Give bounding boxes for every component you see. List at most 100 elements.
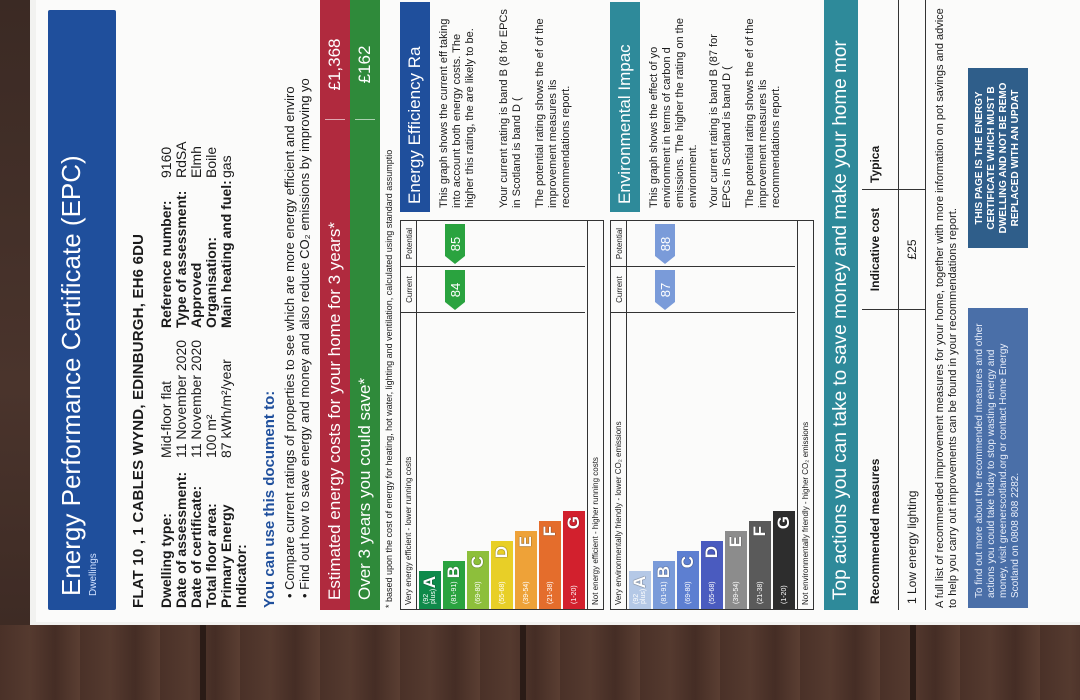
band-bar: (69-80) C	[677, 551, 699, 609]
detail-label: Primary Energy Indicator:	[218, 504, 249, 609]
info-paragraph: The potential rating shows the ef of the…	[534, 18, 572, 208]
document-title: Energy Performance Certificate (EPC)	[56, 155, 86, 596]
table-seam	[520, 625, 526, 700]
property-details: Dwelling type: Date of assessment: Date …	[158, 0, 249, 609]
band-letter: E	[726, 536, 745, 548]
document-subtitle: Dwellings	[88, 553, 99, 596]
band-range: (81-91)	[660, 581, 668, 604]
band-bar: (69-80) C	[467, 551, 489, 609]
savings-label: Over 3 years you could save*	[355, 377, 374, 600]
potential-rating-pointer: 88	[655, 224, 675, 264]
detail-label: Date of certificate:	[188, 485, 204, 608]
band-range: (55-68)	[708, 581, 716, 604]
band-bar: (81-91) B	[653, 561, 675, 609]
band-bar: (1-20) G	[773, 511, 795, 609]
info-paragraph: Your current rating is band B (8 for EPC…	[498, 9, 523, 208]
property-address: FLAT 10 , 1 CABLES WYND, EDINBURGH, EH6 …	[130, 233, 147, 608]
costs-footnote: * based upon the cost of energy for heat…	[384, 149, 394, 608]
details-values-2: 9160 RdSA Elmh Boile gas	[159, 118, 249, 178]
title-bar: Energy Performance Certificate (EPC) Dwe…	[48, 10, 116, 610]
potential-rating-pointer: 85	[445, 224, 465, 264]
band-letter: D	[702, 546, 721, 559]
col-potential: Potential	[401, 221, 416, 267]
efficiency-rating-chart: Very energy efficient - lower running co…	[400, 220, 604, 610]
band-range: (69-80)	[474, 581, 482, 604]
chart-header: Very energy efficient - lower running co…	[401, 221, 417, 609]
band-letter: B	[654, 566, 673, 579]
chart-header: Very environmentally friendly - lower CO…	[611, 221, 627, 609]
band-range: (69-80)	[684, 581, 692, 604]
col-current: Current	[401, 267, 416, 313]
info-paragraph: The potential rating shows the ef of the…	[744, 18, 782, 208]
detail-label: Date of assessment:	[173, 471, 189, 608]
current-rating-pointer: 84	[445, 270, 465, 310]
energy-cost-label: Estimated energy costs for your home for…	[325, 222, 344, 600]
efficiency-section: Very energy efficient - lower running co…	[400, 0, 604, 610]
potential-column	[627, 221, 795, 267]
saving-cell	[899, 0, 925, 190]
efficiency-info: Energy Efficiency Ra This graph shows th…	[400, 2, 604, 212]
chart-bottom-label: Not energy efficient - higher running co…	[587, 221, 603, 609]
band-bar: (39-54) E	[515, 531, 537, 609]
band-range: (21-38)	[546, 581, 554, 604]
current-rating-pointer: 87	[655, 270, 675, 310]
detail-label: Reference number:	[158, 200, 174, 328]
detail-value: Elmh	[188, 146, 204, 178]
detail-label: Main heating and fuel:	[218, 180, 234, 328]
table-header: Recommended measures Indicative cost Typ…	[862, 0, 899, 610]
band-range: (55-68)	[498, 581, 506, 604]
band-letter: B	[444, 566, 463, 579]
table-seam	[200, 625, 206, 700]
band-bar: (55-68) D	[701, 541, 723, 609]
measure-cell: 1 Low energy lighting	[905, 490, 919, 604]
band-bar: (21-38) F	[749, 521, 771, 609]
band-letter: C	[468, 556, 487, 569]
detail-value: 87 kWh/m²/year	[218, 359, 234, 458]
energy-cost-amount: £1,368	[325, 10, 345, 120]
detail-value: Mid-floor flat	[158, 380, 174, 458]
detail-value: RdSA	[173, 141, 189, 178]
table-row: 1 Low energy lighting £25	[899, 0, 926, 610]
band-bar: (92 plus) A	[629, 571, 651, 609]
band-bar: (55-68) D	[491, 541, 513, 609]
info-paragraph: This graph shows the effect of yo enviro…	[648, 18, 699, 208]
current-column	[627, 267, 795, 313]
use-heading: You can use this document to:	[261, 390, 278, 608]
full-list-note: A full list of recommended improvement m…	[934, 8, 959, 608]
detail-value: 9160	[159, 146, 174, 178]
bottom-boxes: To find out more about the recommended m…	[968, 0, 1028, 608]
chart-top-label: Very environmentally friendly - lower CO…	[614, 421, 623, 605]
certificate-notice-box: THIS PAGE IS THE ENERGY CERTIFICATE WHIC…	[968, 68, 1028, 248]
col-saving: Typica	[862, 0, 898, 190]
efficiency-info-heading: Energy Efficiency Ra	[400, 2, 430, 212]
details-values: Mid-floor flat 11 November 2020 11 Novem…	[158, 338, 249, 458]
band-letter: F	[540, 526, 559, 537]
band-range: (92 plus)	[633, 588, 647, 604]
detail-value: 100 m²	[203, 414, 219, 458]
band-letter: D	[492, 546, 511, 559]
band-letter: C	[678, 556, 697, 569]
band-bar: (39-54) E	[725, 531, 747, 609]
details-labels-2: Reference number: Type of assessment: Ap…	[158, 178, 249, 328]
environmental-info: Environmental Impac This graph shows the…	[610, 2, 814, 212]
info-paragraph: This graph shows the current eff taking …	[438, 18, 476, 208]
chart-top-label: Very energy efficient - lower running co…	[404, 456, 413, 605]
band-letter: G	[774, 516, 793, 530]
band-bar: (81-91) B	[443, 561, 465, 609]
band-letter: E	[516, 536, 535, 548]
potential-column	[417, 221, 585, 267]
actions-table: Recommended measures Indicative cost Typ…	[862, 0, 926, 610]
savings-amount: £162	[355, 10, 375, 120]
detail-value: 11 November 2020	[173, 339, 189, 458]
band-bar: (21-38) F	[539, 521, 561, 609]
epc-document: Energy Performance Certificate (EPC) Dwe…	[36, 0, 1080, 622]
energy-cost-heading: Estimated energy costs for your home for…	[320, 0, 350, 610]
detail-value: 11 November 2020	[188, 339, 204, 458]
band-range: (92 plus)	[423, 588, 437, 604]
band-range: (81-91)	[450, 581, 458, 604]
use-bullets: Compare current ratings of properties to…	[282, 0, 312, 598]
document-viewport: Energy Performance Certificate (EPC) Dwe…	[36, 0, 1080, 622]
environmental-section: Very environmentally friendly - lower CO…	[610, 0, 814, 610]
band-range: (21-38)	[756, 581, 764, 604]
col-current: Current	[611, 267, 626, 313]
